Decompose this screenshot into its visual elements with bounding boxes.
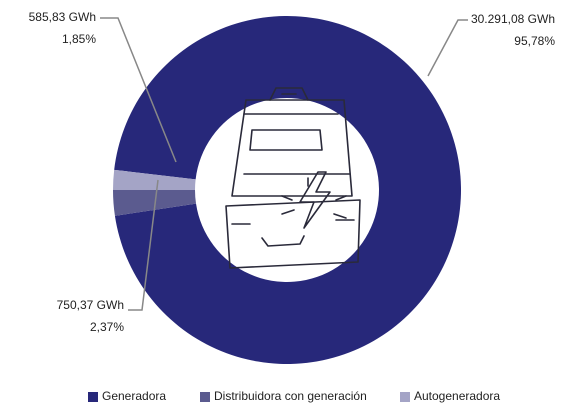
legend-label: Autogeneradora [414, 389, 500, 403]
value-label: 750,37 GWh [57, 298, 124, 312]
sparks [281, 177, 347, 219]
lid [231, 99, 353, 197]
value-label: 585,83 GWh [29, 10, 96, 24]
value-label: 30.291,08 GWh [471, 12, 555, 26]
handle-front [231, 219, 355, 247]
lid-detail [243, 113, 351, 175]
legend-swatch [88, 392, 98, 402]
legend-label: Generadora [102, 389, 166, 403]
leader-line [427, 19, 468, 77]
handle-top [269, 87, 309, 101]
slices [113, 16, 461, 365]
legend-swatch [200, 392, 210, 402]
slice [113, 169, 196, 191]
slice [114, 16, 461, 365]
lightning [299, 171, 331, 229]
legend: Generadora Distribuidora con generación Au… [88, 389, 500, 403]
legend-swatch [400, 392, 410, 402]
legend-label: Distribuidora con generación [214, 389, 367, 403]
base [225, 199, 361, 269]
suitcase-icon [225, 87, 361, 269]
percent-label: 2,37% [90, 320, 124, 334]
percent-label: 1,85% [62, 32, 96, 46]
leader-line [100, 17, 177, 163]
leader-line [128, 179, 159, 311]
percent-label: 95,78% [514, 34, 555, 48]
